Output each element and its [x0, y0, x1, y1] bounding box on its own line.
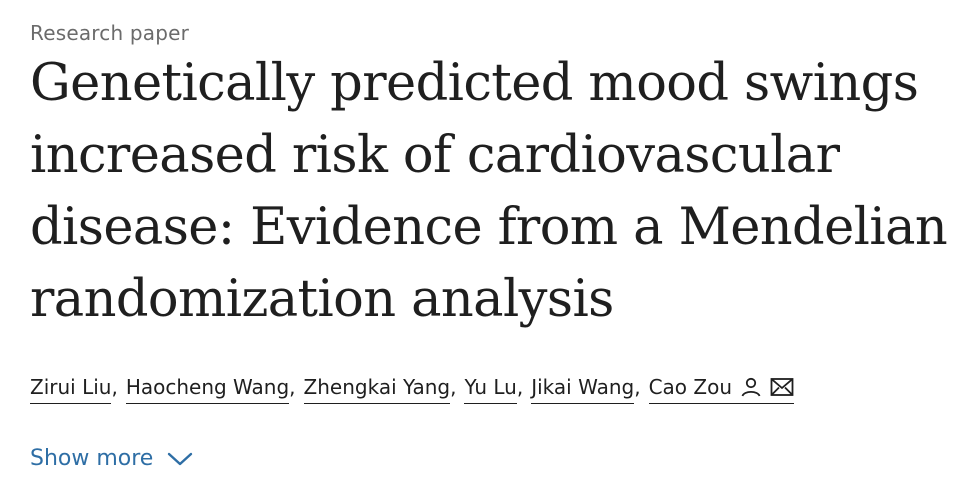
author-link[interactable]: Zhengkai Yang: [303, 372, 451, 404]
author-separator: ,: [111, 375, 118, 399]
author-link[interactable]: Yu Lu: [464, 372, 517, 404]
author-separator: ,: [634, 375, 641, 399]
title-line: randomization analysis: [30, 270, 614, 329]
author-icons: [740, 376, 794, 398]
article-title: Genetically predicted mood swings increa…: [30, 48, 950, 336]
author-link-corresponding[interactable]: Cao Zou: [648, 372, 794, 404]
author-list: Zirui Liu, Haocheng Wang, Zhengkai Yang,…: [30, 372, 794, 404]
chevron-down-icon: [153, 451, 193, 467]
author-link[interactable]: Haocheng Wang: [125, 372, 290, 404]
title-line: Genetically predicted mood swings: [30, 54, 919, 113]
person-icon: [740, 376, 762, 398]
author-link[interactable]: Zirui Liu: [30, 372, 112, 404]
author-separator: ,: [450, 375, 457, 399]
envelope-icon: [770, 377, 794, 397]
author-link[interactable]: Jikai Wang: [531, 372, 635, 404]
show-more-label: Show more: [30, 446, 154, 471]
title-line: disease: Evidence from a Mendelian: [30, 198, 948, 257]
title-line: increased risk of cardiovascular: [30, 126, 840, 185]
author-separator: ,: [516, 375, 524, 399]
author-name: Cao Zou: [648, 375, 732, 399]
author-separator: ,: [289, 375, 296, 399]
article-type-label: Research paper: [30, 21, 190, 45]
show-more-button[interactable]: Show more: [30, 444, 193, 474]
